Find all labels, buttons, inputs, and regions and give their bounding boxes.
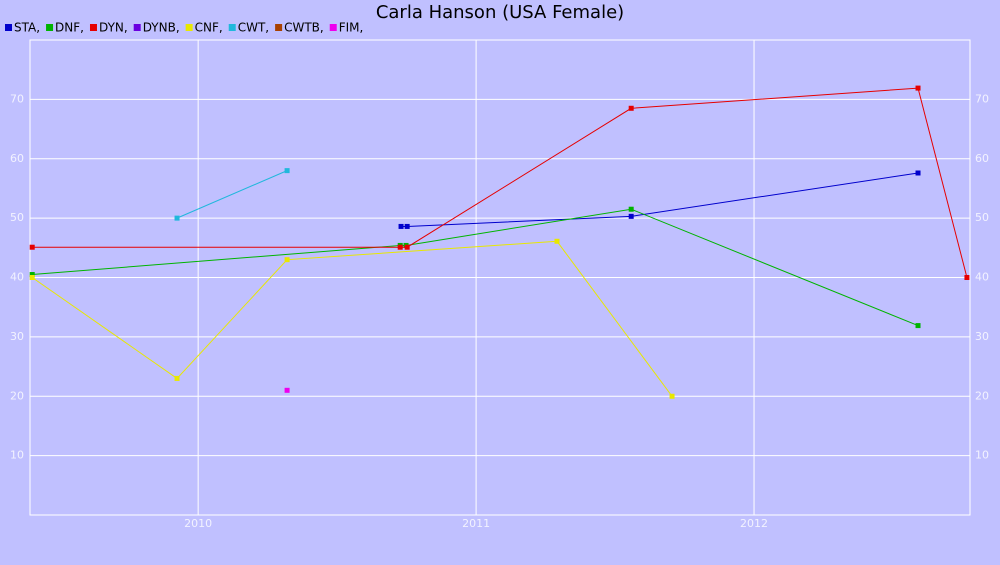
series-line [176,170,288,219]
point-marker [284,168,290,174]
point-marker [628,213,634,219]
point-marker [284,387,290,393]
x-tick-label: 2010 [184,517,212,530]
legend-label: CNF, [195,21,223,35]
legend-label: DYNB, [143,21,180,35]
point-marker [915,323,921,329]
legend-swatch [228,24,236,31]
legend-label: CWTB, [284,21,324,35]
legend-label: STA, [14,21,40,35]
legend-swatch [133,24,141,31]
point-marker [29,272,35,278]
point-marker [404,244,410,250]
legend-swatch [89,24,97,31]
point-marker [964,275,970,280]
point-marker [915,170,921,176]
point-marker [628,105,634,111]
legend-label: FIM, [339,21,364,35]
legend-label: CWT, [238,21,269,35]
y-tick-label: 60 [10,152,24,165]
y2-tick-label: 70 [975,92,989,105]
point-marker [669,393,675,399]
y2-tick-label: 60 [975,152,989,165]
y-tick-label: 10 [10,449,24,462]
legend-swatch [275,24,283,31]
point-marker [628,206,634,212]
point-marker [174,375,180,381]
series-line [401,172,919,227]
point-marker [29,275,35,280]
legend-label: DNF, [55,21,84,35]
point-marker [915,85,921,91]
legend-label: DYN, [99,21,128,35]
y2-tick-label: 40 [975,271,989,284]
y-tick-label: 40 [10,271,24,284]
point-marker [29,244,35,250]
y2-tick-label: 50 [975,211,989,224]
point-marker [174,215,180,221]
legend-swatch [46,24,54,31]
y-tick-label: 50 [10,211,24,224]
point-marker [398,223,404,229]
series-line [32,87,968,278]
point-marker [397,244,403,250]
y-tick-label: 20 [10,389,24,402]
legend-swatch [329,24,337,31]
point-marker [404,223,410,229]
chart-title: Carla Hanson (USA Female) [376,2,624,23]
y-tick-label: 70 [10,92,24,105]
y-tick-label: 30 [10,330,24,343]
point-marker [284,257,290,263]
legend-swatch [5,24,12,31]
point-marker [554,238,560,244]
y2-tick-label: 20 [975,389,989,402]
y2-tick-label: 30 [975,330,989,343]
x-tick-label: 2011 [462,517,490,530]
x-tick-label: 2012 [740,517,768,530]
legend-swatch [185,24,193,31]
y2-tick-label: 10 [975,449,989,462]
